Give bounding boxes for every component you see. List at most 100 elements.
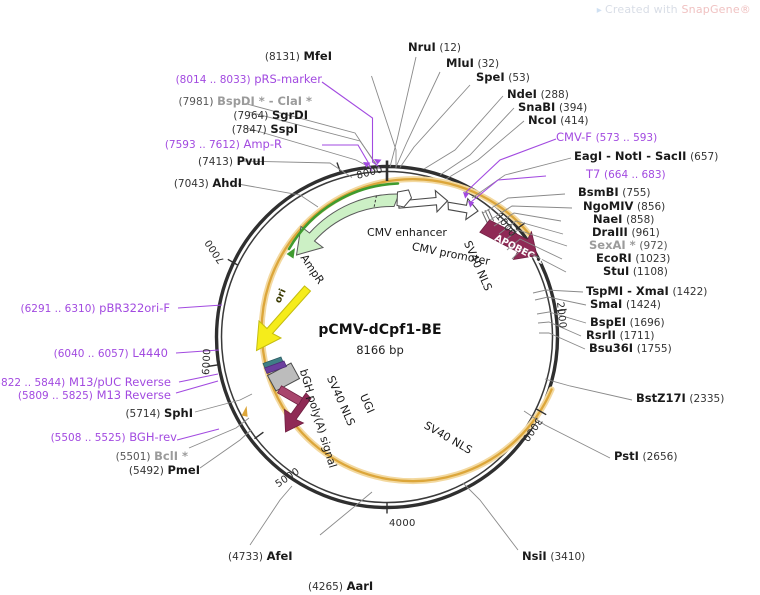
enzyme-label-mlui[interactable]: MluI (32) xyxy=(446,56,499,70)
enzyme-pos: (1696) xyxy=(629,317,665,329)
enzyme-label-tspmi-xmai[interactable]: TspMI - XmaI (1422) xyxy=(586,285,707,298)
leader-lines-primer-left xyxy=(175,304,223,441)
enzyme-name: SexAI * xyxy=(589,238,636,252)
primer-pos: (573 .. 593) xyxy=(595,132,658,144)
enzyme-pos: (5492) xyxy=(128,465,164,477)
feature-label-cmv-enhancer[interactable]: CMV enhancer xyxy=(367,226,447,239)
enzyme-name: AhdI xyxy=(212,176,242,190)
enzyme-pos: (2335) xyxy=(689,393,725,405)
ruler-tick-2000: 2000 xyxy=(554,301,568,330)
primer-label-prs-marker[interactable]: (8014 .. 8033) pRS-marker xyxy=(176,73,322,86)
primer-label-amp-r[interactable]: (7593 .. 7612) Amp-R xyxy=(164,137,282,151)
enzyme-label-pvui[interactable]: (7413) PvuI xyxy=(198,155,265,168)
enzyme-pos: (2656) xyxy=(642,451,678,463)
enzyme-label-rsrii[interactable]: RsrII (1711) xyxy=(586,328,655,342)
enzyme-pos: (5501) xyxy=(115,451,151,463)
primer-name: T7 xyxy=(586,167,601,181)
primer-label-cmv-f[interactable]: CMV-F (573 .. 593) xyxy=(556,131,658,144)
enzyme-label-pmei[interactable]: (5492) PmeI xyxy=(128,464,200,477)
enzyme-label-naei[interactable]: NaeI (858) xyxy=(593,213,655,226)
enzyme-name: EagI - NotI - SacII xyxy=(574,149,687,163)
enzyme-pos: (1424) xyxy=(625,299,661,311)
enzyme-label-psti[interactable]: PstI (2656) xyxy=(614,450,678,463)
enzyme-name: RsrII xyxy=(586,328,616,342)
enzyme-pos: (7847) xyxy=(231,124,267,136)
enzyme-label-draiii[interactable]: DraIII (961) xyxy=(592,225,660,239)
enzyme-pos: (1023) xyxy=(635,253,671,265)
enzyme-label-spei[interactable]: SpeI (53) xyxy=(476,70,530,84)
leader-lines-top xyxy=(389,56,471,168)
enzyme-label-ndei[interactable]: NdeI (288) xyxy=(507,87,569,101)
enzyme-pos: (394) xyxy=(558,102,588,114)
enzyme-label-ngomiv[interactable]: NgoMIV (856) xyxy=(583,200,666,213)
enzyme-name: SnaBI xyxy=(518,100,556,114)
primer-pos: (6040 .. 6057) xyxy=(53,348,129,360)
enzyme-name: NcoI xyxy=(528,113,557,127)
enzyme-name: NsiI xyxy=(522,549,547,563)
primer-label-pbr322ori-f[interactable]: (6291 .. 6310) pBR322ori-F xyxy=(20,302,170,315)
enzyme-pos: (858) xyxy=(626,214,655,226)
primer-label-m13-puc-reverse[interactable]: (5822 .. 5844) M13/pUC Reverse xyxy=(0,376,171,389)
enzyme-pos: (856) xyxy=(637,201,666,213)
enzyme-name: SphI xyxy=(164,406,193,420)
enzyme-label-snabi[interactable]: SnaBI (394) xyxy=(518,100,588,114)
enzyme-label-stui[interactable]: StuI (1108) xyxy=(603,264,668,278)
plasmid-size: 8166 bp xyxy=(356,343,404,357)
enzyme-label-ahdi[interactable]: (7043) AhdI xyxy=(173,176,242,190)
watermark-text: Created with xyxy=(605,3,682,16)
enzyme-name: StuI xyxy=(603,264,630,278)
enzyme-pos: (5714) xyxy=(125,408,161,420)
primer-pos: (7593 .. 7612) xyxy=(164,139,240,151)
enzyme-pos: (12) xyxy=(439,42,461,54)
enzyme-label-mfei[interactable]: (8131) MfeI xyxy=(265,50,332,63)
enzyme-label-afei[interactable]: (4733) AfeI xyxy=(228,550,293,563)
enzyme-name: EcoRI xyxy=(596,251,632,265)
primer-label-m13-reverse[interactable]: (5809 .. 5825) M13 Reverse xyxy=(18,389,171,402)
enzyme-pos: (7043) xyxy=(173,178,209,190)
enzyme-pos: (755) xyxy=(622,187,651,199)
enzyme-label-bcli[interactable]: (5501) BclI * xyxy=(115,449,188,463)
primer-name: Amp-R xyxy=(243,137,282,151)
enzyme-name: DraIII xyxy=(592,225,628,239)
enzyme-pos: (1755) xyxy=(636,343,672,355)
enzyme-label-bspdi-clai[interactable]: (7981) BspDI * - ClaI * xyxy=(178,94,312,108)
enzyme-label-bspei[interactable]: BspEI (1696) xyxy=(590,316,665,329)
leader-lines-right xyxy=(423,95,633,551)
enzyme-pos: (3410) xyxy=(550,551,586,563)
enzyme-label-bsu36i[interactable]: Bsu36I (1755) xyxy=(589,342,672,355)
enzyme-name: NruI xyxy=(408,40,436,54)
enzyme-name: NdeI xyxy=(507,87,537,101)
feature-ugi xyxy=(276,385,312,433)
enzyme-label-ecori[interactable]: EcoRI (1023) xyxy=(596,251,671,265)
enzyme-label-smai[interactable]: SmaI (1424) xyxy=(590,297,661,311)
enzyme-label-eagi-noti-sacii[interactable]: EagI - NotI - SacII (657) xyxy=(574,149,718,163)
enzyme-label-aari[interactable]: (4265) AarI xyxy=(308,580,373,593)
enzyme-pos: (1711) xyxy=(619,330,655,342)
primer-pos: (664 .. 683) xyxy=(604,169,666,181)
enzyme-name: MluI xyxy=(446,56,474,70)
enzyme-label-nrui[interactable]: NruI (12) xyxy=(408,40,461,54)
enzyme-label-sspi[interactable]: (7847) SspI xyxy=(231,123,298,136)
ruler-tick-4000: 4000 xyxy=(389,518,416,529)
primer-label-bgh-rev[interactable]: (5508 .. 5525) BGH-rev xyxy=(51,431,177,444)
enzyme-name: BclI * xyxy=(154,449,188,463)
enzyme-name: BspDI * - ClaI * xyxy=(217,94,312,108)
enzyme-label-bstz17i[interactable]: BstZ17I (2335) xyxy=(636,391,725,405)
enzyme-pos: (4265) xyxy=(308,581,343,593)
enzyme-name: SpeI xyxy=(476,70,505,84)
enzyme-label-sgrdi[interactable]: (7964) SgrDI xyxy=(233,109,308,122)
plasmid-title-block: pCMV-dCpf1-BE 8166 bp xyxy=(0,322,760,357)
enzyme-label-bsmbi[interactable]: BsmBI (755) xyxy=(578,186,651,199)
leader-lines-left xyxy=(188,393,373,546)
enzyme-name: BstZ17I xyxy=(636,391,686,405)
enzyme-name: SmaI xyxy=(590,297,623,311)
primer-label-l4440[interactable]: (6040 .. 6057) L4440 xyxy=(53,347,168,360)
enzyme-label-sexai[interactable]: SexAI * (972) xyxy=(589,238,668,252)
primer-pos: (5822 .. 5844) xyxy=(0,377,66,389)
enzyme-label-sphi[interactable]: (5714) SphI xyxy=(125,406,193,420)
primer-label-t7[interactable]: T7 (664 .. 683) xyxy=(586,167,666,181)
enzyme-label-ncoi[interactable]: NcoI (414) xyxy=(528,113,589,127)
enzyme-pos: (7981) xyxy=(178,96,214,108)
enzyme-label-nsii[interactable]: NsiI (3410) xyxy=(522,549,586,563)
feature-small-markers xyxy=(262,356,287,374)
